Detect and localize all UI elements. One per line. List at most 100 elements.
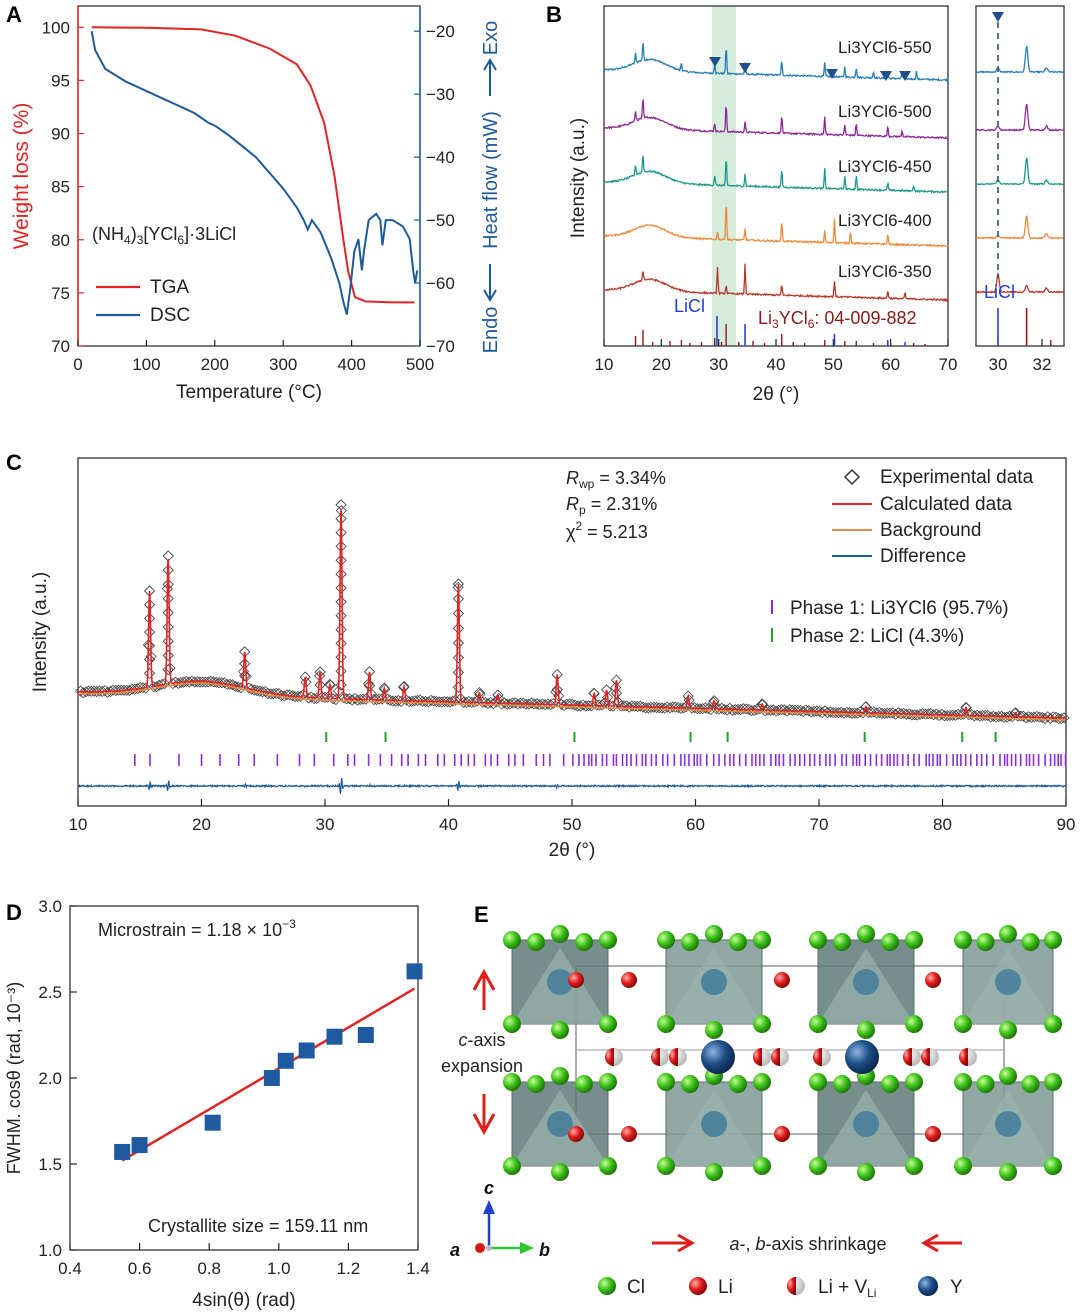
c-exp-point (813, 705, 826, 717)
e-cl-atom (881, 933, 899, 951)
e-livli-atom (813, 1048, 831, 1066)
c-exp-point (419, 695, 432, 708)
e-octahedron (954, 1067, 1062, 1181)
b-xtick-label: 60 (881, 355, 900, 374)
b-series-label: Li3YCl6-400 (838, 211, 932, 230)
c-exp-point (239, 670, 251, 682)
c-exp-point (143, 626, 156, 638)
c-exp-point (371, 693, 383, 706)
c-exp-point (194, 676, 206, 688)
c-exp-point (849, 707, 861, 719)
e-li-atom (774, 1126, 790, 1142)
c-exp-point (162, 592, 174, 605)
c-exp-point (542, 698, 554, 710)
legend-diff: Difference (880, 546, 966, 567)
e-y-center (701, 1111, 727, 1137)
e-y-center (853, 1111, 879, 1137)
e-cl-atom (1044, 1157, 1062, 1175)
c-exp-point (805, 706, 817, 718)
e-li-half (669, 1048, 678, 1066)
b-xtick-label: 40 (767, 355, 786, 374)
c-exp-point (786, 704, 798, 716)
c-exp-point (551, 683, 563, 696)
c-exp-point (466, 696, 478, 708)
c-exp-point (930, 708, 942, 720)
e-cl-atom (681, 1075, 699, 1093)
e-cl-atom (527, 933, 545, 951)
c-exp-point (335, 499, 347, 511)
c-exp-point (925, 708, 937, 720)
e-cl-atom (905, 1015, 923, 1033)
a-ytick-left-label: 100 (42, 18, 70, 37)
e-li-atom (621, 972, 637, 988)
b-xtick-label: 70 (939, 355, 958, 374)
c-exp-point (433, 696, 445, 708)
c-exp-point (452, 622, 465, 634)
legend-exp: Experimental data (880, 467, 1034, 488)
c-exp-point (536, 698, 548, 710)
c-exp-point (1023, 711, 1035, 723)
c-exp-point (213, 677, 225, 689)
b-inset-series-curve (975, 272, 1065, 294)
e-y-center (995, 1111, 1021, 1137)
e-li-atom (925, 972, 941, 988)
c-exp-point (107, 684, 119, 696)
e-y-center (701, 969, 727, 995)
e-y-atom (701, 1040, 735, 1074)
e-cl-atom (999, 1021, 1017, 1039)
c-exp-point (615, 700, 627, 712)
b-inset-xtick-label: 32 (1033, 355, 1052, 374)
a-xtick-label: 100 (132, 355, 160, 374)
c-exp-point (189, 676, 201, 688)
c-exp-point (335, 568, 347, 580)
b-series-label: Li3YCl6-500 (838, 102, 932, 121)
c-exp-point (335, 665, 347, 677)
legend-cl: Cl (627, 1277, 645, 1298)
c-exp-point (143, 612, 156, 625)
c-exp-point (879, 707, 891, 720)
c-exp-point (327, 693, 339, 705)
c-exp-point (860, 701, 872, 713)
c-exp-point (381, 693, 394, 705)
c-exp-point (162, 664, 174, 676)
c-exp-point (664, 702, 676, 714)
e-livli-atom (651, 1048, 669, 1066)
e-cl-atom (905, 1073, 923, 1091)
c-exp-point (675, 702, 687, 714)
b-series-label: Li3YCl6-450 (838, 157, 932, 176)
b-series-curve (603, 206, 949, 248)
e-cl-atom (954, 931, 972, 949)
e-cl-atom (551, 1067, 569, 1085)
c-exp-point (368, 694, 380, 706)
ref-li3ycl6-label: Li3YCl6: 04-009-882 (758, 308, 916, 331)
c-exp-point (629, 700, 641, 712)
c-exp-point (83, 685, 95, 697)
e-cl-atom (976, 1075, 995, 1093)
c-exp-point (115, 684, 127, 696)
c-exp-point (767, 704, 779, 716)
d-data-point (131, 1137, 148, 1154)
c-exp-point (561, 698, 573, 710)
a-ytick-right-label: −60 (426, 274, 455, 293)
c-xtick-label: 70 (810, 815, 829, 834)
c-exp-point (191, 676, 203, 688)
legend-li: Li (718, 1277, 733, 1298)
e-octahedron (954, 925, 1062, 1039)
c-exp-point (1017, 710, 1029, 722)
e-cl-atom (657, 931, 675, 949)
legend-exp-marker (843, 468, 861, 486)
c-exp-point (748, 704, 760, 716)
c-exp-point (531, 698, 543, 710)
e-cl-atom (1021, 1075, 1040, 1093)
c-exp-point (1001, 711, 1013, 723)
a-ytick-left-label: 95 (51, 71, 70, 90)
d-xtick-label: 0.6 (128, 1259, 152, 1278)
c-exp-point (357, 693, 369, 705)
e-cl-atom (954, 1073, 972, 1091)
c-exp-point (974, 710, 986, 722)
c-exp-point (303, 692, 315, 704)
e-cl-atom (1021, 933, 1040, 951)
c-exp-point (876, 707, 888, 719)
e-cl-atom (857, 925, 875, 943)
c-exp-point (292, 690, 304, 703)
